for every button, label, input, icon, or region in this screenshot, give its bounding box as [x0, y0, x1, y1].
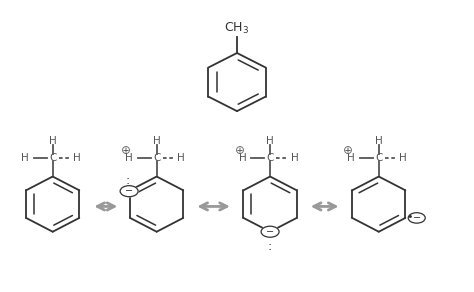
Text: CH$_3$: CH$_3$ — [224, 20, 250, 36]
Circle shape — [408, 213, 425, 223]
Text: −: − — [125, 186, 133, 196]
Text: −: − — [413, 213, 421, 223]
Text: C: C — [266, 153, 274, 163]
Circle shape — [120, 186, 138, 197]
Text: H: H — [125, 153, 133, 163]
Text: H: H — [375, 136, 383, 146]
Text: H: H — [73, 153, 81, 163]
Text: H: H — [177, 153, 185, 163]
Text: C: C — [375, 153, 383, 163]
Text: ⊕: ⊕ — [343, 144, 353, 157]
Text: C: C — [49, 153, 56, 163]
Text: H: H — [239, 153, 246, 163]
Circle shape — [261, 226, 279, 237]
Text: H: H — [347, 153, 355, 163]
Text: ⊕: ⊕ — [235, 144, 244, 157]
Text: H: H — [153, 136, 161, 146]
Text: C: C — [153, 153, 160, 163]
Text: H: H — [49, 136, 56, 146]
Text: H: H — [21, 153, 29, 163]
Text: :​: :​ — [126, 174, 130, 187]
Text: −: − — [266, 227, 274, 237]
Text: ⊕: ⊕ — [121, 144, 131, 157]
Text: •: • — [407, 212, 413, 222]
Text: H: H — [266, 136, 274, 146]
Text: H: H — [400, 153, 407, 163]
Text: :​: :​ — [268, 240, 272, 253]
Text: H: H — [291, 153, 299, 163]
